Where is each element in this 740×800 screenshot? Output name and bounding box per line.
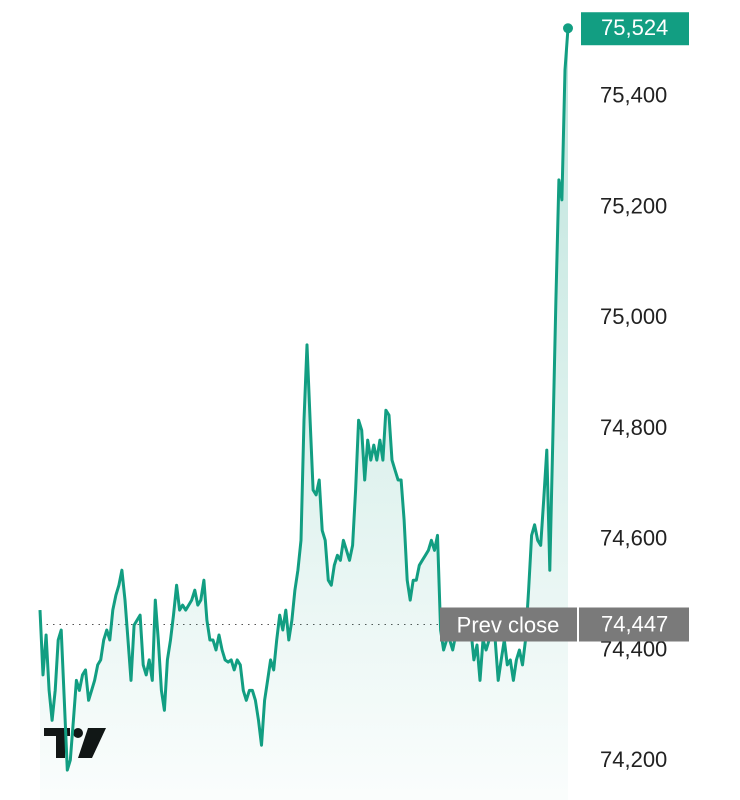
prev-close-price: 74,447 — [601, 611, 668, 636]
prev-close-name: Prev close — [457, 612, 560, 637]
y-tick-label: 75,400 — [600, 83, 667, 108]
y-tick-label: 75,000 — [600, 304, 667, 329]
area — [40, 28, 568, 800]
last-point — [563, 23, 573, 34]
current-price: 75,524 — [601, 15, 668, 40]
current-price-tag — [581, 12, 689, 46]
y-tick-label: 75,200 — [600, 193, 667, 218]
y-tick-label: 74,800 — [600, 415, 667, 440]
y-tick-label: 74,600 — [600, 526, 667, 551]
prev-close-tag — [440, 607, 577, 642]
y-tick-label: 74,200 — [600, 747, 667, 772]
prev-close-price-tag — [579, 607, 689, 642]
price-line — [38, 28, 570, 772]
